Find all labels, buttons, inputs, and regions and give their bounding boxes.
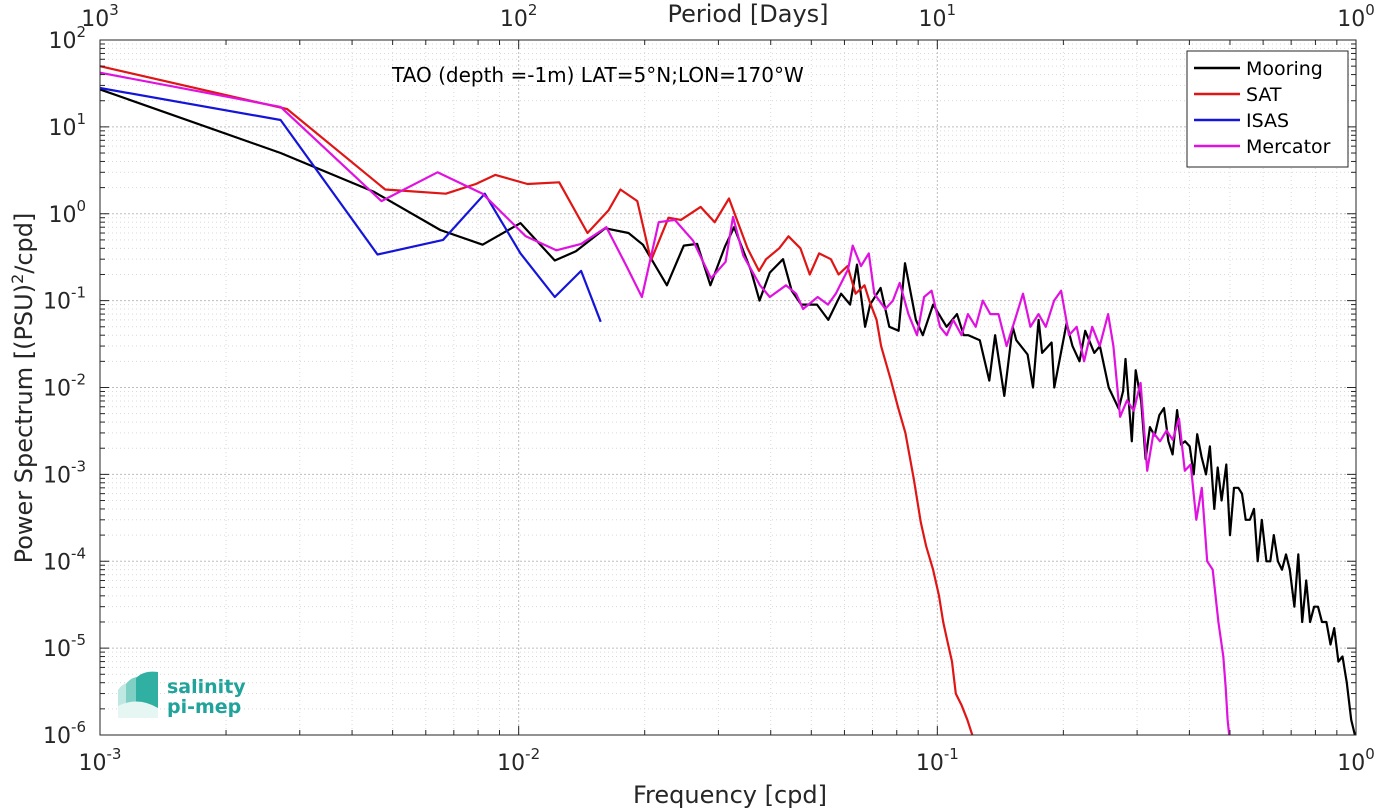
series-line-isas [99, 86, 602, 323]
logo-text-pimep: pi-mep [167, 696, 241, 718]
legend-label-mooring: Mooring [1246, 58, 1323, 80]
x-tick-label: 10-1 [916, 745, 959, 776]
y-tick-label: 10-5 [43, 631, 86, 662]
top-tick-label: 100 [1337, 1, 1375, 32]
y-tick-label: 100 [48, 197, 86, 228]
x-tick-label: 10-3 [79, 745, 122, 776]
legend-label-sat: SAT [1246, 84, 1282, 106]
y-tick-label: 10-3 [43, 457, 86, 488]
top-tick-label: 103 [81, 1, 119, 32]
top-tick-label: 101 [919, 1, 957, 32]
series-line-sat [99, 65, 974, 736]
x-tick-label: 100 [1337, 745, 1375, 776]
y-tick-label: 10-4 [43, 544, 86, 575]
y-tick-label: 101 [48, 110, 86, 141]
y-tick-label: 10-1 [43, 284, 86, 315]
series-line-mooring [99, 88, 1356, 736]
x-tick-label: 10-2 [497, 745, 540, 776]
grid [99, 39, 1357, 736]
chart-annotation: TAO (depth =-1m) LAT=5°N;LON=170°W [391, 63, 804, 87]
y-tick-label: 10-6 [43, 718, 86, 749]
logo-mark-icon [118, 671, 158, 718]
legend-box [1186, 50, 1349, 168]
y-axis-title-sup: 2 [8, 274, 27, 284]
x-axis-title: Frequency [cpd] [633, 781, 827, 809]
y-axis-title: Power Spectrum [(PSU)2/cpd] [8, 213, 39, 564]
legend-label-mercator: Mercator [1246, 136, 1331, 158]
series-line-mercator [99, 71, 1231, 736]
legend-label-isas: ISAS [1246, 110, 1289, 132]
y-tick-label: 102 [48, 23, 86, 54]
y-axis-title-unit: /cpd] [10, 213, 38, 274]
legend: Mooring SAT ISAS Mercator [1186, 50, 1349, 168]
y-axis-title-main: Power Spectrum [(PSU) [10, 284, 38, 563]
top-axis-title: Period [Days] [667, 0, 828, 28]
logo-text-salinity: salinity [167, 676, 246, 698]
salinity-pimep-logo: salinity pi-mep [118, 671, 246, 718]
top-tick-label: 102 [500, 1, 538, 32]
axis-ticks: 10-3 10-2 10-1 100 10-6 10-5 10-4 10-3 10-2 10-1 1… [43, 1, 1375, 776]
y-tick-label: 10-2 [43, 371, 86, 402]
series-layer [99, 65, 1356, 736]
